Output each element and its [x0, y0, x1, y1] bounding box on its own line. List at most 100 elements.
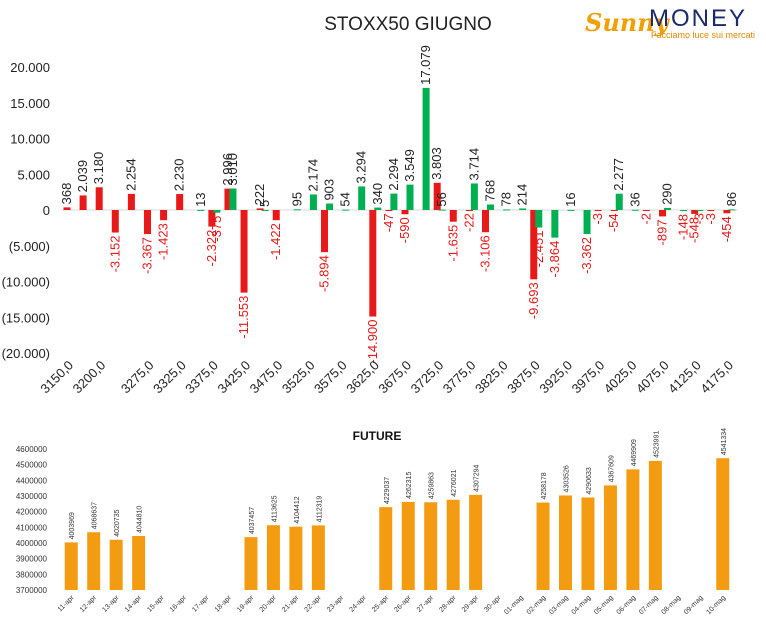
- data-label: -3.362: [579, 237, 594, 274]
- data-label: 2.277: [611, 158, 626, 191]
- bar-red: [63, 207, 71, 210]
- x-tick-label: 11-apr: [57, 594, 76, 613]
- future-bar: [469, 494, 483, 590]
- future-data-label: 4541334: [721, 428, 728, 455]
- x-tick-label: 3525,0: [279, 358, 318, 397]
- bar-green: [374, 207, 382, 210]
- bar-red: [465, 210, 473, 211]
- data-label: 5: [257, 200, 272, 207]
- bar-green: [213, 210, 221, 213]
- bar-green: [680, 210, 688, 212]
- bar-green: [342, 209, 350, 211]
- data-label: -54: [606, 213, 621, 232]
- data-label: -454: [719, 216, 734, 242]
- x-tick-label: 20-apr: [259, 594, 279, 614]
- bar-red: [79, 195, 87, 210]
- bar-red: [707, 210, 715, 211]
- bar-red: [659, 210, 667, 217]
- future-title: FUTURE: [353, 429, 402, 443]
- x-tick-label: 16-apr: [169, 594, 189, 614]
- x-tick-label: 3975,0: [569, 358, 608, 397]
- data-label: 16: [563, 192, 578, 206]
- bar-red: [208, 210, 216, 227]
- x-tick-label: 23-apr: [326, 594, 346, 614]
- future-data-label: 4068637: [92, 502, 99, 529]
- data-label: -2: [638, 213, 653, 225]
- data-label: -3.864: [547, 241, 562, 278]
- data-label: -1.423: [156, 223, 171, 260]
- data-label: 340: [370, 183, 385, 205]
- x-tick-label: 3200,0: [70, 358, 109, 397]
- future-data-label: 4258178: [541, 472, 548, 499]
- bar-green: [631, 209, 639, 211]
- future-bar: [648, 460, 662, 590]
- chart-title: STOXX50 GIUGNO: [324, 14, 492, 35]
- data-label: -3: [590, 213, 605, 225]
- bar-red: [95, 187, 103, 210]
- data-label: 3.180: [91, 152, 106, 185]
- data-label: 3.714: [466, 148, 481, 181]
- bar-green: [390, 193, 398, 210]
- x-tick-label: 19-apr: [236, 594, 256, 614]
- future-data-label: 4523991: [653, 431, 660, 458]
- x-tick-label: 3575,0: [311, 358, 350, 397]
- future-data-label: 4112319: [316, 496, 323, 523]
- bar-red: [401, 210, 409, 215]
- data-label: 368: [59, 183, 74, 205]
- data-label: 3.294: [354, 151, 369, 184]
- bar-green: [486, 204, 494, 210]
- future-data-label: 4044810: [137, 506, 144, 533]
- data-label: 2.996: [220, 153, 235, 186]
- bar-red: [224, 188, 232, 210]
- y-tick-label: (20.000): [2, 346, 50, 361]
- future-bar: [266, 525, 280, 590]
- data-label: 13: [193, 192, 208, 206]
- data-label: -897: [655, 219, 670, 245]
- y-tick-label: (15.000): [2, 310, 50, 325]
- y-tick-label: 5.000: [17, 167, 50, 182]
- future-data-label: 4003969: [69, 512, 76, 539]
- future-data-label: 4262315: [406, 472, 413, 499]
- bar-red: [385, 210, 393, 211]
- x-tick-label: 13-apr: [101, 594, 121, 614]
- bar-red: [594, 210, 602, 211]
- x-tick-label: 28-apr: [438, 594, 458, 614]
- data-label: -3.367: [139, 237, 154, 274]
- bar-green: [535, 210, 543, 228]
- bar-red: [240, 210, 248, 293]
- future-data-label: 4104412: [294, 496, 301, 523]
- bar-red: [433, 182, 441, 210]
- data-label: -375: [209, 216, 224, 242]
- x-tick-label: 3275,0: [118, 358, 157, 397]
- data-label: 86: [724, 192, 739, 206]
- x-tick-label: 3675,0: [375, 358, 414, 397]
- y-tick-label: 4200000: [16, 508, 48, 517]
- x-tick-label: 08-mag: [661, 594, 683, 616]
- bar-green: [358, 186, 366, 210]
- data-label: -590: [397, 217, 412, 243]
- future-data-label: 4276021: [451, 469, 458, 496]
- future-data-label: 4259863: [429, 472, 436, 499]
- data-label: -14.900: [365, 320, 380, 364]
- future-data-label: 4469909: [631, 439, 638, 466]
- data-label: 214: [515, 184, 530, 206]
- future-bar: [109, 539, 123, 590]
- x-tick-label: 22-apr: [304, 594, 324, 614]
- y-tick-label: 4500000: [16, 461, 48, 470]
- y-tick-label: 3900000: [16, 555, 48, 564]
- data-label: -148: [676, 214, 691, 240]
- y-tick-label: 4000000: [16, 539, 48, 548]
- x-tick-label: 4125,0: [665, 358, 704, 397]
- bar-green: [696, 210, 704, 211]
- future-bar: [559, 495, 572, 590]
- x-tick-label: 3725,0: [408, 358, 447, 397]
- data-label: 2.174: [305, 159, 320, 192]
- future-bar: [536, 502, 550, 590]
- future-bar: [716, 458, 730, 590]
- bar-green: [615, 193, 623, 210]
- data-label: 2.254: [123, 158, 138, 191]
- bar-green: [309, 194, 317, 210]
- bar-green: [567, 209, 575, 211]
- bar-red: [610, 210, 618, 211]
- data-label: 36: [627, 192, 642, 206]
